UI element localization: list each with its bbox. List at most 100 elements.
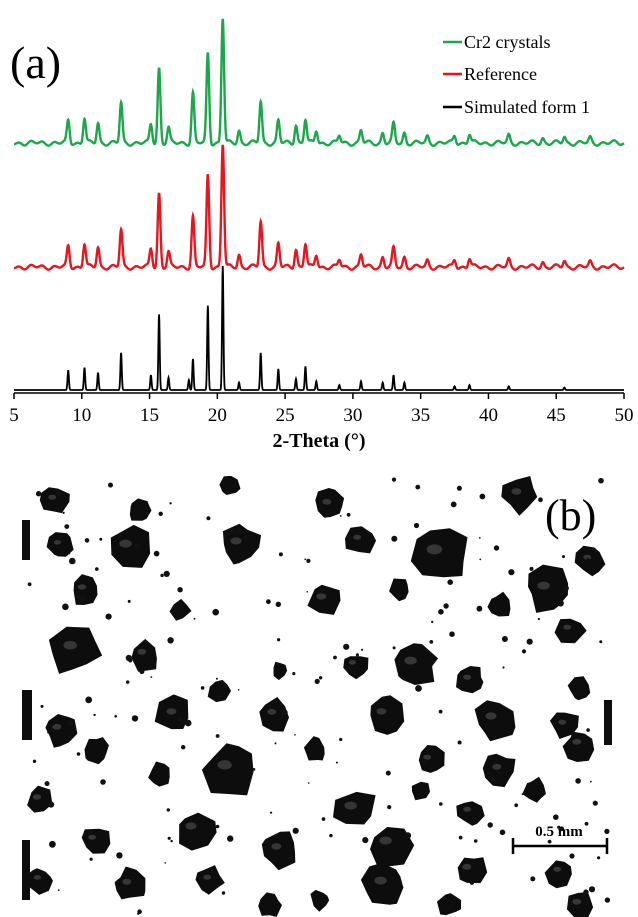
crystal-fragment <box>27 582 32 587</box>
crystal-fragment <box>57 889 60 891</box>
crystal-fragment <box>438 609 444 615</box>
crystal-fragment <box>321 817 326 821</box>
crystal-fragment <box>497 770 501 775</box>
series-1-group <box>13 144 625 271</box>
crystal-particles <box>22 476 612 917</box>
crystal-fragment <box>95 567 99 571</box>
crystal-fragment <box>153 550 160 557</box>
crystal-highlight <box>379 836 392 845</box>
legend-label-reference: Reference <box>464 64 537 84</box>
legend-label-simulated: Simulated form 1 <box>464 97 590 117</box>
series-line-0 <box>13 18 625 147</box>
crystal-fragment <box>443 603 449 609</box>
crystal-fragment <box>281 709 288 716</box>
crystal-particle <box>46 532 74 557</box>
crystal-fragment <box>562 555 565 559</box>
crystal-particle <box>131 638 157 672</box>
crystal-fragment <box>514 803 519 808</box>
crystal-fragment <box>236 527 243 535</box>
crystal-highlight <box>563 624 572 630</box>
crystal-fragment <box>604 897 611 903</box>
crystal-fragment <box>547 839 552 844</box>
crystal-fragment <box>288 854 295 861</box>
crystal-highlight <box>32 794 42 800</box>
series-layer <box>13 18 625 391</box>
edge-particle <box>22 520 30 560</box>
crystal-particle <box>554 618 587 644</box>
crystal-highlight <box>122 878 132 885</box>
crystal-particle <box>201 743 254 796</box>
crystal-particle <box>195 865 225 895</box>
crystal-fragment <box>275 601 281 607</box>
crystal-highlight <box>374 876 387 885</box>
crystal-particle <box>179 812 217 851</box>
crystal-particle <box>522 776 546 803</box>
crystal-particle <box>457 857 488 884</box>
crystal-fragment <box>158 511 163 516</box>
crystal-particle <box>259 697 289 732</box>
crystal-highlight <box>185 822 197 830</box>
crystal-fragment <box>458 835 463 840</box>
edge-particle <box>604 700 612 745</box>
x-tick-label-45: 45 <box>547 405 566 426</box>
crystal-particle <box>148 761 170 787</box>
crystal-fragment <box>270 811 273 814</box>
crystal-fragment <box>457 740 462 745</box>
crystal-fragment <box>526 638 533 645</box>
crystal-fragment <box>160 573 164 578</box>
crystal-particle <box>27 785 53 813</box>
crystal-fragment <box>590 780 592 783</box>
crystal-highlight <box>348 660 356 665</box>
crystal-fragment <box>277 725 280 728</box>
crystal-fragment <box>592 800 598 806</box>
crystal-fragment <box>487 822 493 828</box>
crystal-fragment <box>588 886 596 893</box>
xrd-chart: (a) Cr2 crystals Reference Simulated for… <box>9 18 634 452</box>
crystal-particle <box>418 745 445 773</box>
crystal-particle <box>549 712 579 739</box>
crystal-particle <box>456 666 484 694</box>
crystal-particle <box>345 526 377 554</box>
crystal-fragment <box>415 484 421 490</box>
crystal-fragment <box>64 524 70 529</box>
x-tick-label-15: 15 <box>140 405 159 426</box>
crystal-fragment <box>530 876 536 882</box>
crystal-highlight <box>485 712 497 720</box>
crystal-fragment <box>166 808 170 812</box>
crystal-fragment <box>314 678 320 685</box>
crystal-fragment <box>40 704 44 708</box>
crystal-fragment <box>569 853 575 859</box>
crystal-highlight <box>463 674 472 680</box>
crystal-fragment <box>307 782 310 784</box>
crystal-particle <box>562 731 595 762</box>
crystal-fragment <box>385 770 391 776</box>
crystal-highlight <box>322 498 332 505</box>
crystal-fragment <box>134 542 141 549</box>
crystal-highlight <box>572 898 582 905</box>
crystal-fragment <box>385 886 389 890</box>
panel-a-label: (a) <box>10 37 61 88</box>
crystal-particle <box>261 831 296 871</box>
crystal-highlight <box>88 834 97 840</box>
crystal-fragment <box>538 497 543 503</box>
series-line-2 <box>14 265 624 391</box>
crystal-fragment <box>277 638 281 642</box>
crystal-fragment <box>167 637 174 644</box>
crystal-fragment <box>339 515 342 517</box>
crystal-fragment <box>346 512 351 517</box>
crystal-particle <box>81 828 111 854</box>
crystal-fragment <box>415 685 422 692</box>
crystal-highlight <box>558 719 567 725</box>
crystal-fragment <box>89 857 93 861</box>
crystal-particle <box>567 676 591 701</box>
crystal-fragment <box>392 899 395 903</box>
crystal-highlight <box>423 754 432 760</box>
crystal-fragment <box>557 600 564 607</box>
crystal-fragment <box>563 585 569 591</box>
crystal-particle <box>389 578 409 602</box>
crystal-fragment <box>108 482 113 488</box>
x-tick-label-5: 5 <box>9 405 19 426</box>
series-0-group <box>13 18 625 147</box>
crystal-highlight <box>137 648 147 655</box>
